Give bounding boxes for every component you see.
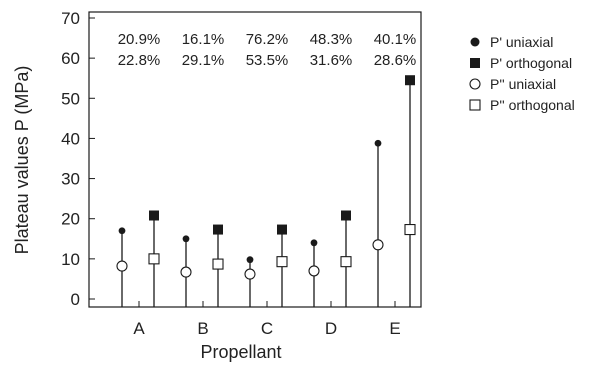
point-p2-uniaxial bbox=[308, 265, 320, 277]
y-tick-label: 20 bbox=[61, 210, 80, 229]
legend-label: P'' orthogonal bbox=[490, 97, 575, 113]
point-p1-uniaxial bbox=[374, 139, 382, 147]
point-p1-orthogonal bbox=[341, 210, 351, 221]
annotation-row1: 16.1% bbox=[182, 31, 225, 48]
plot-area: 0 10 20 30 40 50 60 70 A B C D E 20.9% 16.1% 76.2% 48.3%… bbox=[61, 9, 422, 338]
x-tick-label: A bbox=[133, 319, 145, 338]
point-p2-uniaxial bbox=[372, 239, 384, 251]
annotation-row1: 40.1% bbox=[374, 31, 417, 48]
y-tick-label: 70 bbox=[61, 9, 80, 28]
annotation-row2: 53.5% bbox=[246, 52, 289, 69]
point-p1-uniaxial bbox=[182, 235, 190, 243]
point-p2-uniaxial bbox=[244, 268, 256, 280]
point-p2-orthogonal bbox=[340, 256, 352, 268]
x-tick-label: D bbox=[325, 319, 337, 338]
y-tick-label: 50 bbox=[61, 89, 80, 108]
legend-label: P'' uniaxial bbox=[490, 76, 556, 92]
y-tick-label: 40 bbox=[61, 129, 80, 148]
legend-marker bbox=[470, 37, 480, 47]
plot-frame bbox=[88, 11, 422, 308]
point-p2-orthogonal bbox=[148, 253, 160, 265]
annotation-row2: 28.6% bbox=[374, 52, 417, 69]
annotation-row2: 29.1% bbox=[182, 52, 225, 69]
legend-marker bbox=[470, 58, 480, 68]
point-p2-uniaxial bbox=[180, 266, 192, 278]
legend-marker bbox=[469, 78, 481, 90]
annotation-row1: 20.9% bbox=[118, 31, 161, 48]
x-tick-label: E bbox=[389, 319, 400, 338]
x-tick-label: C bbox=[261, 319, 273, 338]
point-p1-orthogonal bbox=[277, 224, 287, 235]
legend-marker bbox=[469, 99, 481, 111]
point-p1-orthogonal bbox=[149, 210, 159, 221]
legend: P' uniaxial P' orthogonal P'' uniaxial P'' … bbox=[469, 34, 575, 113]
point-p2-orthogonal bbox=[276, 256, 288, 268]
x-axis-title: Propellant bbox=[200, 342, 281, 362]
y-tick-label: 10 bbox=[61, 250, 80, 269]
y-tick-label: 0 bbox=[71, 290, 80, 309]
legend-label: P' uniaxial bbox=[490, 34, 553, 50]
annotation-row1: 48.3% bbox=[310, 31, 353, 48]
y-axis-title: Plateau values P (MPa) bbox=[12, 66, 32, 255]
annotation-row1: 76.2% bbox=[246, 31, 289, 48]
point-p1-orthogonal bbox=[213, 224, 223, 235]
legend-label: P' orthogonal bbox=[490, 55, 572, 71]
x-tick-label: B bbox=[197, 319, 208, 338]
y-tick-label: 30 bbox=[61, 170, 80, 189]
point-p1-uniaxial bbox=[118, 227, 126, 235]
point-p2-orthogonal bbox=[212, 258, 224, 270]
point-p1-uniaxial bbox=[246, 256, 254, 264]
point-p1-uniaxial bbox=[310, 239, 318, 247]
annotation-row2: 31.6% bbox=[310, 52, 353, 69]
point-p2-uniaxial bbox=[116, 260, 128, 272]
point-p2-orthogonal bbox=[404, 224, 416, 236]
y-tick-label: 60 bbox=[61, 49, 80, 68]
point-p1-orthogonal bbox=[405, 75, 415, 86]
annotation-row2: 22.8% bbox=[118, 52, 161, 69]
